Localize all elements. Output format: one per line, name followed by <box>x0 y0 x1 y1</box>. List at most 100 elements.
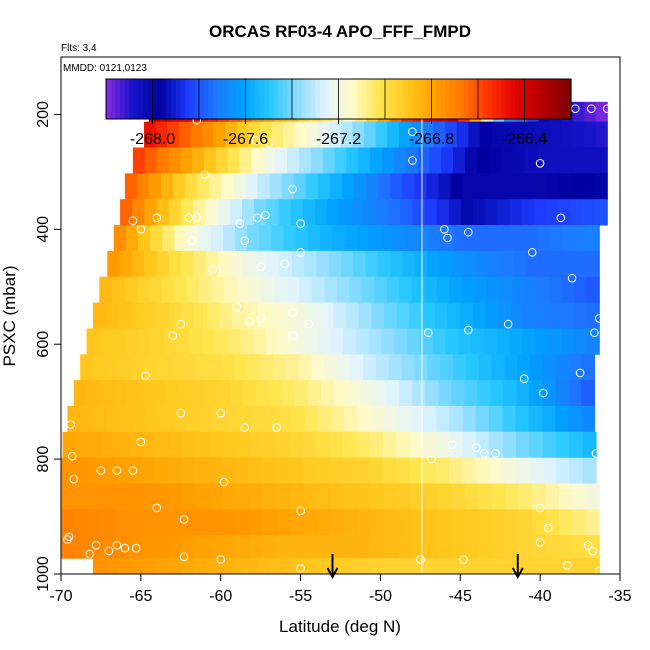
heatmap-cell <box>509 328 523 355</box>
heatmap-cell <box>464 509 479 536</box>
heatmap-cell <box>253 328 267 355</box>
heatmap-cell <box>275 431 290 459</box>
arrow-head <box>511 567 524 580</box>
heatmap-cell <box>201 328 216 355</box>
heatmap-cell <box>235 509 250 536</box>
heatmap-cell <box>295 302 309 329</box>
heatmap-cell <box>218 250 231 278</box>
sample-point <box>128 216 138 225</box>
sample-point <box>235 219 245 228</box>
heatmap-cell <box>112 328 126 355</box>
heatmap-cell <box>150 328 165 355</box>
y-axis: 200 400 600 800 1000 <box>35 101 61 592</box>
heatmap-cell <box>485 558 499 575</box>
heatmap-cell <box>462 405 477 433</box>
heatmap-cell <box>320 302 335 329</box>
heatmap-cell <box>330 328 344 355</box>
heatmap-cell <box>327 199 340 226</box>
heatmap-cell <box>194 457 209 485</box>
heatmap-cell <box>316 535 331 559</box>
heatmap-cell <box>355 328 370 355</box>
heatmap-cell <box>167 121 180 148</box>
heatmap-cell <box>343 483 358 510</box>
colorbar <box>105 78 572 120</box>
heatmap-cell <box>355 457 370 485</box>
heatmap-cell <box>472 302 486 329</box>
colorbar-swatch <box>180 79 186 119</box>
sample-point <box>136 225 146 234</box>
heatmap-cell <box>399 380 413 407</box>
heatmap-cell <box>216 380 231 407</box>
heatmap-cell <box>249 483 264 510</box>
heatmap-cell <box>400 199 413 226</box>
heatmap-cell <box>93 405 108 433</box>
heatmap-cell <box>383 509 398 536</box>
heatmap-cell <box>584 121 597 148</box>
colorbar-swatch <box>278 79 284 119</box>
sample-point <box>240 423 249 432</box>
colorbar-swatch <box>524 79 530 119</box>
heatmap-cell <box>461 276 475 304</box>
heatmap-cell <box>421 121 435 148</box>
x-axis-label: Latitude (deg N) <box>279 617 401 636</box>
heatmap-cell <box>146 405 161 433</box>
heatmap-cell <box>199 405 213 433</box>
sample-point <box>184 213 194 223</box>
heatmap-cell <box>168 558 183 575</box>
heatmap-cell <box>86 380 101 407</box>
sample-point <box>535 538 545 547</box>
heatmap-cell <box>219 558 233 575</box>
heatmap-cell <box>125 380 140 407</box>
sample-point <box>539 388 548 398</box>
heatmap-cell <box>595 173 608 200</box>
colorbar-swatch <box>510 79 516 119</box>
heatmap-cell <box>462 431 477 459</box>
heatmap-cell <box>107 250 121 278</box>
heatmap-cell <box>344 405 358 433</box>
x-tick-label: -50 <box>369 588 392 605</box>
heatmap-cell <box>491 535 506 559</box>
heatmap-cell <box>370 483 385 510</box>
heatmap-cell <box>294 121 307 148</box>
heatmap-cell <box>424 276 438 304</box>
heatmap-cell <box>328 457 343 485</box>
colorbar-swatch <box>157 79 163 119</box>
heatmap-cell <box>464 147 478 174</box>
heatmap-cell <box>545 535 560 559</box>
heatmap-cell <box>130 302 145 329</box>
heatmap-cell <box>227 328 241 355</box>
x-tick-label: -55 <box>289 588 312 605</box>
heatmap-cell <box>194 302 208 329</box>
heatmap-cell <box>586 302 600 329</box>
colorbar-swatch <box>366 79 372 119</box>
heatmap-cell <box>162 225 175 252</box>
heatmap-cell <box>550 250 563 278</box>
heatmap-cell <box>136 276 150 304</box>
heatmap-cell <box>491 509 506 536</box>
heatmap-cell <box>156 199 170 226</box>
heatmap-cell <box>212 405 227 433</box>
heatmap-cell <box>137 225 151 252</box>
heatmap-cell <box>363 354 377 381</box>
colorbar-tick-label: -266.8 <box>409 131 454 148</box>
heatmap-cell <box>120 199 133 226</box>
heatmap-cell <box>61 483 76 510</box>
colorbar-swatch <box>347 79 354 119</box>
heatmap-cell <box>370 535 385 559</box>
heatmap-cell <box>491 121 504 148</box>
heatmap-cell <box>371 302 385 329</box>
heatmap-cell <box>257 173 271 200</box>
heatmap-cell <box>352 121 365 148</box>
heatmap-cell <box>422 302 436 329</box>
heatmap-cell <box>275 457 289 485</box>
sample-point <box>590 328 599 338</box>
colorbar-swatch <box>459 79 465 119</box>
heatmap-cell <box>414 354 428 381</box>
heatmap-cell <box>513 250 527 278</box>
heatmap-cell <box>529 431 544 459</box>
heatmap-cell <box>87 509 102 536</box>
heatmap-cell <box>317 328 331 355</box>
heatmap-cell <box>235 483 250 510</box>
heatmap-cell <box>347 380 361 407</box>
colorbar-swatch <box>310 79 316 119</box>
